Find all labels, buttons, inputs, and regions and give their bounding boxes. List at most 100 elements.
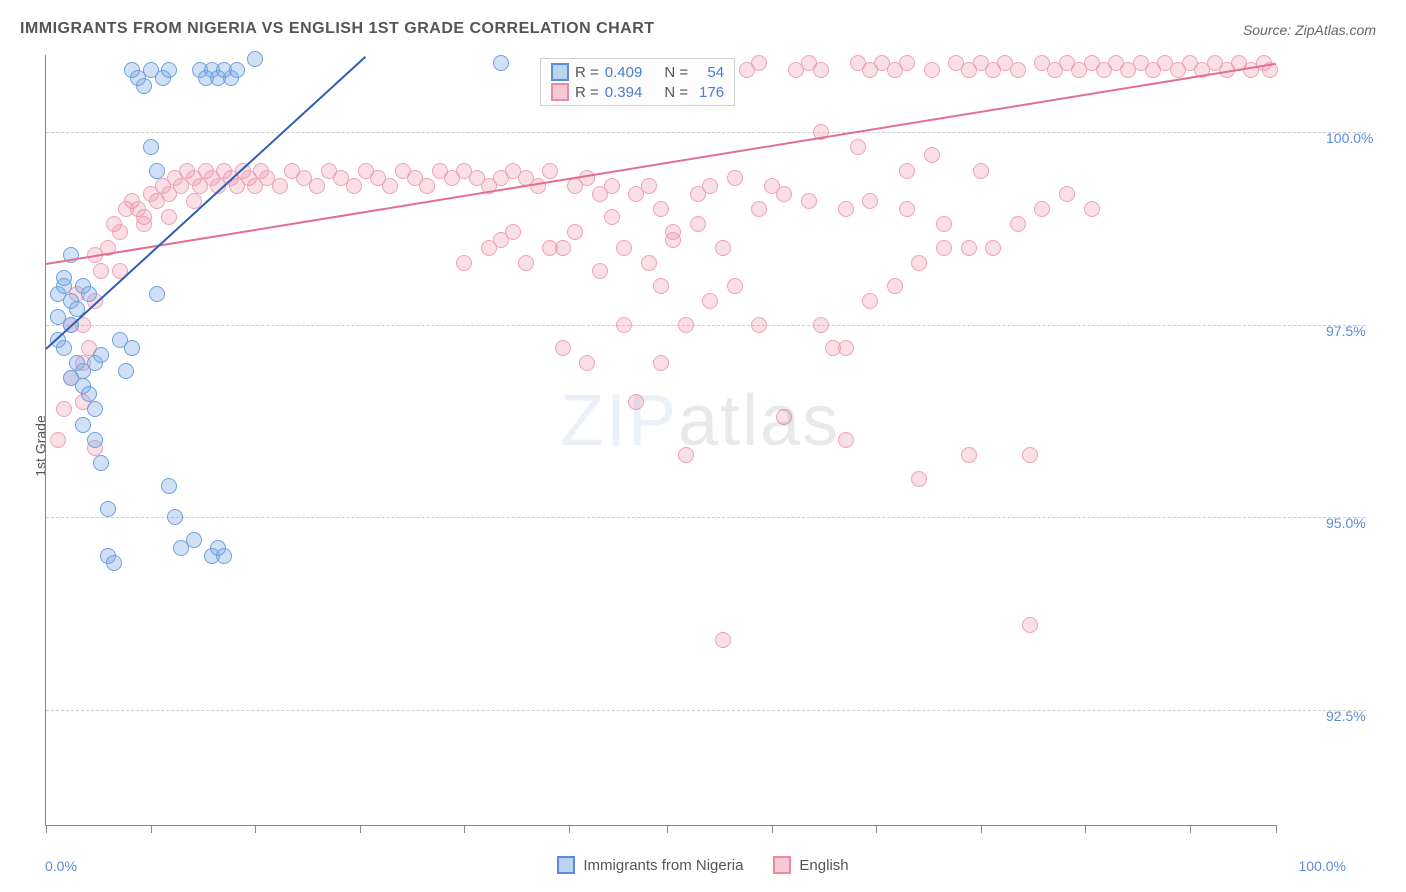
legend-label: English	[799, 857, 848, 874]
marker-english	[530, 178, 546, 194]
marker-english	[862, 193, 878, 209]
marker-english	[911, 255, 927, 271]
marker-english	[801, 193, 817, 209]
marker-english	[727, 278, 743, 294]
legend-top-row: R =0.394N =176	[551, 83, 724, 101]
marker-english	[924, 147, 940, 163]
marker-english	[1010, 216, 1026, 232]
marker-english	[678, 447, 694, 463]
marker-nigeria	[124, 340, 140, 356]
marker-english	[776, 409, 792, 425]
xaxis-right-label: 100.0%	[1299, 858, 1346, 874]
marker-english	[727, 170, 743, 186]
marker-nigeria	[106, 555, 122, 571]
marker-nigeria	[143, 139, 159, 155]
marker-nigeria	[69, 355, 85, 371]
marker-english	[518, 255, 534, 271]
grid-line	[46, 517, 1366, 518]
marker-english	[1084, 201, 1100, 217]
legend-bottom-item: English	[773, 856, 848, 874]
xtick	[1276, 825, 1277, 833]
legend-swatch	[773, 856, 791, 874]
marker-english	[161, 209, 177, 225]
legend-n-label: N =	[664, 64, 688, 81]
marker-english	[628, 394, 644, 410]
legend-n-label: N =	[664, 84, 688, 101]
marker-english	[911, 471, 927, 487]
marker-english	[653, 278, 669, 294]
marker-english	[616, 240, 632, 256]
xtick	[1190, 825, 1191, 833]
xtick	[667, 825, 668, 833]
marker-english	[936, 240, 952, 256]
xaxis-left-label: 0.0%	[45, 858, 77, 874]
marker-nigeria	[216, 548, 232, 564]
marker-english	[542, 240, 558, 256]
legend-swatch	[551, 63, 569, 81]
marker-nigeria	[161, 478, 177, 494]
marker-english	[641, 178, 657, 194]
marker-english	[899, 201, 915, 217]
legend-bottom: Immigrants from Nigeria English	[0, 856, 1406, 874]
legend-swatch	[551, 83, 569, 101]
marker-english	[702, 293, 718, 309]
marker-english	[702, 178, 718, 194]
marker-english	[579, 170, 595, 186]
marker-english	[715, 632, 731, 648]
marker-english	[56, 401, 72, 417]
marker-english	[838, 432, 854, 448]
marker-english	[1059, 186, 1075, 202]
marker-english	[813, 317, 829, 333]
marker-english	[887, 278, 903, 294]
marker-english	[641, 255, 657, 271]
marker-nigeria	[186, 532, 202, 548]
marker-english	[961, 447, 977, 463]
marker-english	[715, 240, 731, 256]
legend-r-label: R =	[575, 84, 599, 101]
marker-nigeria	[229, 62, 245, 78]
chart-title: IMMIGRANTS FROM NIGERIA VS ENGLISH 1ST G…	[20, 20, 655, 38]
legend-label: Immigrants from Nigeria	[583, 857, 743, 874]
marker-nigeria	[93, 347, 109, 363]
marker-english	[419, 178, 435, 194]
marker-english	[112, 224, 128, 240]
marker-english	[1022, 617, 1038, 633]
xtick	[255, 825, 256, 833]
marker-nigeria	[100, 501, 116, 517]
marker-english	[1010, 62, 1026, 78]
marker-english	[899, 163, 915, 179]
marker-english	[93, 263, 109, 279]
grid-line	[46, 132, 1366, 133]
legend-top: R =0.409N =54R =0.394N =176	[540, 58, 735, 106]
xtick	[1085, 825, 1086, 833]
xtick	[151, 825, 152, 833]
marker-english	[862, 293, 878, 309]
trend-line-nigeria	[45, 55, 366, 349]
marker-english	[751, 317, 767, 333]
legend-r-value: 0.409	[605, 64, 643, 81]
marker-english	[751, 55, 767, 71]
marker-english	[592, 263, 608, 279]
marker-english	[616, 317, 632, 333]
marker-english	[567, 224, 583, 240]
ytick-label: 92.5%	[1326, 708, 1366, 724]
marker-english	[924, 62, 940, 78]
marker-english	[456, 255, 472, 271]
marker-english	[493, 232, 509, 248]
marker-english	[936, 216, 952, 232]
marker-english	[309, 178, 325, 194]
marker-english	[50, 432, 66, 448]
marker-english	[653, 201, 669, 217]
marker-english	[665, 232, 681, 248]
marker-nigeria	[56, 340, 72, 356]
marker-english	[555, 340, 571, 356]
marker-nigeria	[149, 286, 165, 302]
marker-english	[776, 186, 792, 202]
source-label: Source: ZipAtlas.com	[1243, 22, 1376, 38]
marker-english	[136, 216, 152, 232]
marker-english	[653, 355, 669, 371]
marker-english	[961, 240, 977, 256]
marker-english	[678, 317, 694, 333]
marker-nigeria	[118, 363, 134, 379]
xtick	[569, 825, 570, 833]
